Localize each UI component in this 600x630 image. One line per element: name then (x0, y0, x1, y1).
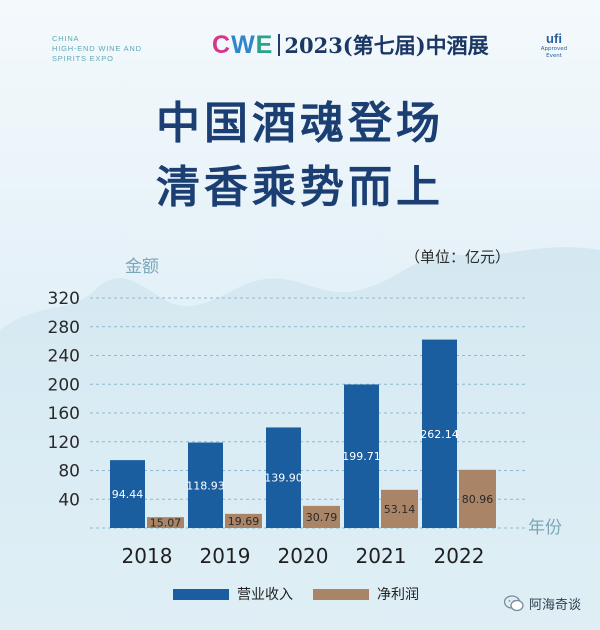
logo-letter-e: E (255, 30, 274, 59)
logo-letter-c: C (212, 30, 232, 59)
cwe-logo: CWE 2023(第七届)中酒展 (212, 30, 489, 60)
data-label-profit: 15.07 (150, 517, 182, 530)
logo-divider (278, 34, 281, 56)
data-label-profit: 30.79 (306, 511, 338, 524)
watermark-text: 阿海奇谈 (529, 598, 582, 613)
y-tick-label: 240 (48, 347, 80, 367)
bar-revenue (110, 460, 145, 528)
data-label-profit: 53.14 (384, 503, 416, 516)
y-axis-label: 金额 (125, 257, 159, 277)
data-label-revenue: 118.93 (186, 479, 225, 492)
ufi-mark: ufi (546, 31, 562, 46)
wechat-icon (504, 595, 524, 612)
y-tick-label: 320 (48, 289, 80, 309)
data-label-revenue: 139.90 (264, 472, 303, 485)
headline-line-2: 清香乘势而上 (156, 162, 444, 213)
y-tick-label: 80 (58, 462, 80, 482)
legend-label-profit: 净利润 (377, 587, 419, 603)
logo-letter-w: W (231, 30, 256, 59)
y-tick-label: 280 (48, 318, 80, 338)
bar-revenue (188, 442, 223, 528)
y-tick-label: 120 (48, 433, 80, 453)
y-tick-label: 200 (48, 375, 80, 395)
ufi-badge: ufi Approved Event (533, 32, 575, 60)
x-tick-label: 2018 (122, 544, 173, 568)
bar-profit (303, 505, 340, 528)
data-label-revenue: 199.71 (342, 450, 381, 463)
wechat-watermark: 阿海奇谈 (504, 594, 581, 613)
cwe-wordmark: CWE (212, 31, 273, 60)
x-tick-label: 2021 (356, 544, 407, 568)
expo-name-line: SPIRITS EXPO (52, 54, 114, 63)
y-tick-label: 40 (58, 490, 80, 510)
bar-profit (459, 469, 496, 528)
bar-profit (147, 517, 184, 528)
legend-swatch-profit (313, 588, 369, 600)
data-label-profit: 80.96 (462, 493, 494, 506)
bar-revenue (422, 339, 457, 528)
legend-swatch-revenue (173, 588, 229, 600)
x-tick-label: 2020 (278, 544, 329, 568)
x-tick-label: 2019 (200, 544, 251, 568)
x-axis-label: 年份 (528, 518, 562, 538)
expo-name-line: CHINA (52, 34, 80, 43)
data-label-revenue: 262.14 (420, 428, 459, 441)
headline-line-1: 中国酒魂登场 (156, 98, 444, 149)
data-label-revenue: 94.44 (112, 488, 144, 501)
expo-name: CHINA HIGH-END WINE AND SPIRITS EXPO (52, 34, 192, 64)
data-label-profit: 19.69 (228, 515, 260, 528)
legend-item-revenue: 营业收入 (173, 584, 293, 604)
bar-revenue (266, 427, 301, 528)
bar-profit (381, 489, 418, 528)
bar-revenue (344, 384, 379, 528)
legend-label-revenue: 营业收入 (237, 587, 293, 603)
ufi-sub: Event (546, 53, 562, 59)
legend-item-profit: 净利润 (313, 584, 419, 604)
y-tick-label: 160 (48, 404, 80, 424)
expo-name-line: HIGH-END WINE AND (52, 44, 142, 53)
x-tick-label: 2022 (434, 544, 485, 568)
unit-label: （单位：亿元） (405, 248, 510, 266)
expo-title: 2023(第七届)中酒展 (284, 33, 489, 58)
ufi-sub: Approved (540, 46, 568, 52)
bar-profit (225, 513, 262, 528)
